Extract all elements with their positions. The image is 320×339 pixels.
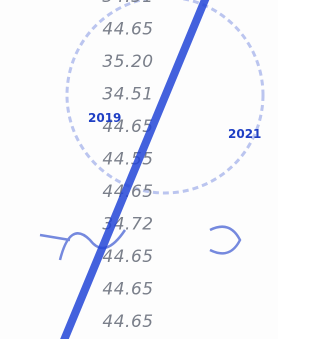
entry: 44.65 bbox=[102, 20, 153, 40]
entry: 44.65 bbox=[102, 247, 153, 267]
scan: 34.5144.6535.2034.5144.6544.5544.6534.72… bbox=[0, 0, 278, 339]
document-page: 34.5144.6535.2034.5144.6544.5544.6534.72… bbox=[0, 0, 278, 339]
stamp-year: 2019 bbox=[88, 111, 121, 125]
entry: 34.51 bbox=[102, 0, 153, 7]
entry: 44.65 bbox=[102, 280, 153, 300]
entry: 44.65 bbox=[102, 312, 153, 332]
entry: 34.51 bbox=[102, 85, 153, 105]
stamp-year: 2021 bbox=[228, 127, 261, 141]
entry: 35.20 bbox=[102, 52, 153, 72]
